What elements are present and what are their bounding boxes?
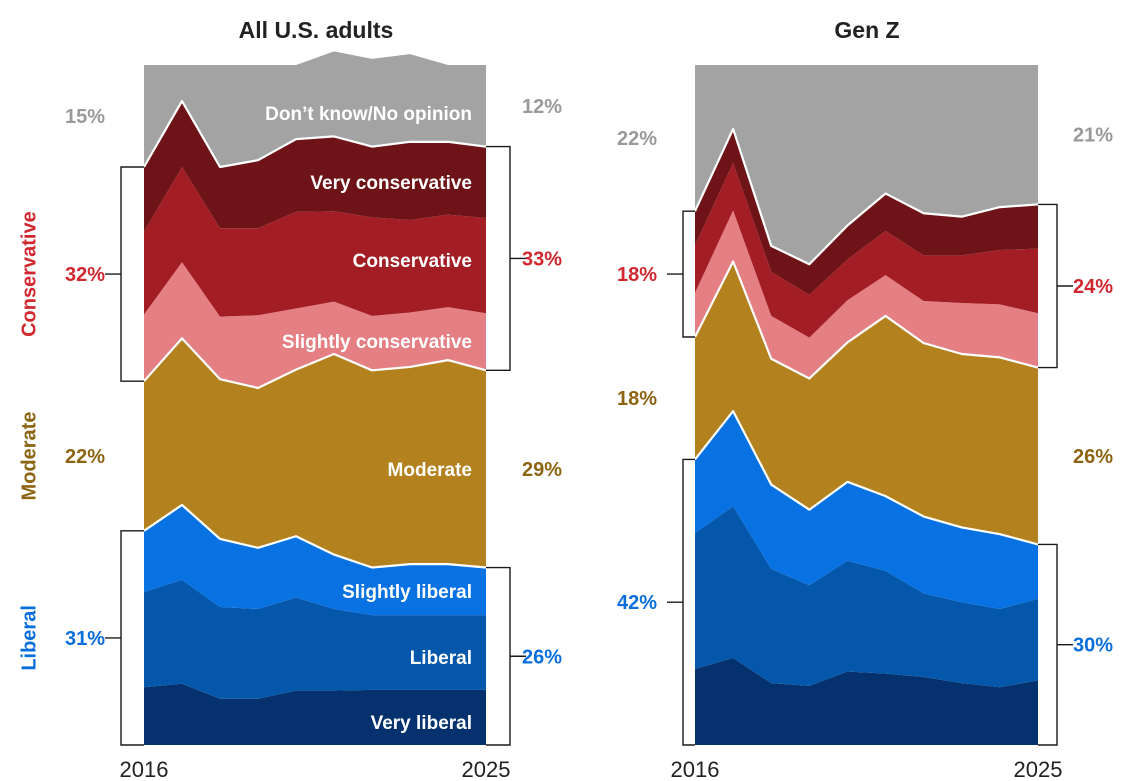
all-adults-no-opinion-value-label-start: 15% — [65, 106, 105, 128]
all-adults-area-slightly-conservative — [144, 262, 486, 388]
all-adults-area-liberal — [144, 579, 486, 699]
left-chart-title: All U.S. adults — [239, 17, 394, 43]
gen-z-liberal-value-label-end: 30% — [1073, 635, 1113, 657]
all-adults-area-moderate — [144, 338, 486, 568]
all-adults-inner-label-slightly-conservative: Slightly conservative — [282, 332, 472, 353]
gen-z-conservative-value-label-start: 18% — [617, 264, 657, 286]
gen-z-area-conservative — [695, 162, 1038, 338]
gen-z-area-don-t-know-no-opinion — [695, 65, 1038, 265]
gen-z-x-tick-start: 2016 — [671, 757, 720, 781]
all-adults-inner-label-don-t-know-no-opinion: Don’t know/No opinion — [265, 104, 472, 125]
gen-z-area-very-conservative — [695, 128, 1038, 295]
all-adults-conservative-bracket-start — [105, 166, 144, 382]
gen-z-conservative-bracket-start — [667, 210, 695, 338]
gen-z-separator-line — [694, 260, 1039, 380]
all-adults-inner-label-very-liberal: Very liberal — [371, 713, 472, 734]
gen-z-liberal-bracket-end — [1038, 543, 1073, 746]
group-label-conservative: Conservative — [18, 211, 40, 337]
group-label-moderate: Moderate — [18, 412, 40, 501]
gen-z-area-very-liberal — [695, 657, 1038, 745]
gen-z-x-tick-end: 2025 — [1014, 757, 1063, 781]
gen-z-liberal-value-label-start: 42% — [617, 592, 657, 614]
all-adults-separator-line — [143, 503, 487, 569]
all-adults-no-opinion-value-label-end: 12% — [522, 96, 562, 118]
gen-z-area-liberal — [695, 506, 1038, 688]
all-adults-liberal-bracket-start — [105, 530, 144, 746]
gen-z-separator-line — [694, 410, 1039, 546]
gen-z-area-moderate — [695, 261, 1038, 545]
all-adults-x-tick-start: 2016 — [120, 757, 169, 781]
all-adults-area-very-conservative — [144, 101, 486, 232]
all-adults-moderate-value-label-end: 29% — [522, 459, 562, 481]
gen-z-separator-line — [694, 127, 1039, 266]
all-adults-separator-line — [143, 337, 487, 390]
gen-z-no-opinion-value-label-end: 21% — [1073, 125, 1113, 147]
all-adults-moderate-value-label-start: 22% — [65, 446, 105, 468]
gen-z-area-slightly-liberal — [695, 411, 1038, 609]
all-adults-separator-line — [143, 99, 487, 169]
all-adults-conservative-value-label-end: 33% — [522, 248, 562, 270]
all-adults-area-don-t-know-no-opinion — [144, 51, 486, 167]
all-adults-area-conservative — [144, 167, 486, 317]
gen-z-conservative-bracket-end — [1038, 203, 1073, 369]
all-adults-inner-label-slightly-liberal: Slightly liberal — [342, 582, 472, 603]
all-adults-inner-label-conservative: Conservative — [353, 251, 472, 272]
all-adults-inner-label-liberal: Liberal — [410, 648, 472, 669]
all-adults-area-very-liberal — [144, 683, 486, 745]
gen-z-liberal-bracket-start — [667, 458, 695, 746]
all-adults-liberal-bracket-end — [486, 566, 526, 746]
gen-z-no-opinion-value-label-start: 22% — [617, 128, 657, 150]
gen-z-moderate-value-label-end: 26% — [1073, 446, 1113, 468]
all-adults-conservative-bracket-end — [486, 145, 526, 372]
all-adults-inner-label-very-conservative: Very conservative — [310, 173, 472, 194]
all-adults-x-tick-end: 2025 — [462, 757, 511, 781]
all-adults-liberal-value-label-end: 26% — [522, 646, 562, 668]
gen-z-area-slightly-conservative — [695, 210, 1038, 379]
all-adults-conservative-value-label-start: 32% — [65, 264, 105, 286]
gen-z-moderate-value-label-start: 18% — [617, 388, 657, 410]
all-adults-inner-label-moderate: Moderate — [388, 460, 472, 481]
all-adults-liberal-value-label-start: 31% — [65, 628, 105, 650]
right-chart-title: Gen Z — [834, 17, 899, 43]
gen-z-conservative-value-label-end: 24% — [1073, 276, 1113, 298]
group-label-liberal: Liberal — [18, 605, 40, 671]
all-adults-area-slightly-liberal — [144, 504, 486, 616]
